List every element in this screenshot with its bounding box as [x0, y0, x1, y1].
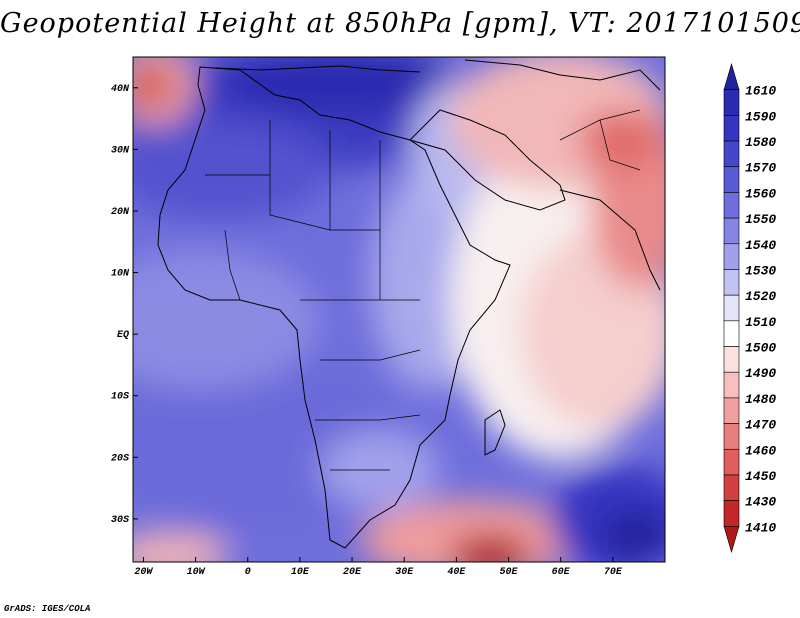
colorbar-label: 1610 [745, 84, 776, 99]
colorbar-swatch [723, 243, 740, 270]
x-tick-label: 20W [134, 567, 153, 578]
colorbar-swatch [723, 217, 740, 245]
map-title: Geopotential Height at 850hPa [gpm], VT:… [0, 8, 800, 39]
colorbar-swatch [723, 423, 740, 450]
colorbar-swatch [723, 320, 740, 347]
colorbar: 1610 1590 1580 1570 1560 1550 1540 1530 1520 1510… [723, 62, 776, 554]
colorbar-label: 1430 [745, 495, 776, 510]
colorbar-swatch [723, 115, 740, 142]
colorbar-label: 1450 [745, 469, 776, 484]
plot-area [133, 57, 665, 562]
colorbar-label: 1570 [745, 161, 776, 176]
x-tick-label: 20E [343, 567, 362, 578]
x-tick-label: 0 [245, 567, 251, 578]
colorbar-label: 1470 [745, 418, 776, 433]
colorbar-label: 1590 [745, 109, 776, 124]
x-tick-label: 10W [187, 567, 206, 578]
y-tick-label: 30N [111, 145, 130, 156]
colorbar-label: 1540 [745, 238, 776, 253]
colorbar-label: 1510 [745, 315, 776, 330]
y-tick-label: 20S [111, 453, 129, 464]
x-tick-label: 60E [552, 567, 571, 578]
colorbar-label: 1520 [745, 289, 776, 304]
colorbar-swatch [723, 526, 740, 554]
y-tick-label: 10N [111, 269, 130, 280]
y-tick-label: 30S [111, 515, 129, 526]
y-tick-label: 20N [111, 207, 130, 218]
colorbar-swatch [723, 397, 740, 424]
colorbar-label: 1490 [745, 366, 776, 381]
colorbar-swatch [723, 448, 740, 476]
y-tick-label: EQ [117, 330, 129, 341]
colorbar-label: 1560 [745, 186, 776, 201]
y-tick-label: 10S [111, 392, 129, 403]
x-tick-label: 70E [604, 567, 623, 578]
colorbar-swatch [723, 474, 740, 501]
colorbar-swatch [723, 62, 740, 90]
colorbar-swatch [723, 294, 740, 322]
plot-frame [132, 56, 666, 563]
colorbar-swatch [723, 500, 740, 527]
colorbar-swatch [723, 346, 740, 373]
x-tick-label: 10E [291, 567, 310, 578]
colorbar-swatch [723, 371, 740, 399]
colorbar-swatch [723, 166, 740, 193]
coastlines [157, 59, 661, 549]
colorbar-label: 1460 [745, 443, 776, 458]
colorbar-swatch [723, 140, 740, 168]
colorbar-label: 1480 [745, 392, 776, 407]
credit-text: GrADS: IGES/COLA [4, 604, 91, 614]
colorbar-label: 1580 [745, 135, 776, 150]
colorbar-label: 1500 [745, 341, 776, 356]
colorbar-swatch [723, 89, 740, 116]
country-borders [205, 109, 641, 471]
geopotential-field [133, 57, 665, 562]
colorbar-swatch [723, 269, 740, 296]
colorbar-label: 1550 [745, 212, 776, 227]
y-tick-label: 40N [111, 84, 130, 95]
colorbar-label: 1410 [745, 520, 776, 535]
colorbar-label: 1530 [745, 263, 776, 278]
x-tick-label: 30E [395, 567, 414, 578]
x-tick-label: 50E [500, 567, 519, 578]
axis-ticks: 20W 10W 0 10E 20E 30E 40E 50E 60E 70E 40N 30N 20N 10N… [111, 84, 623, 578]
colorbar-swatch [723, 192, 740, 219]
x-tick-label: 40E [447, 567, 466, 578]
